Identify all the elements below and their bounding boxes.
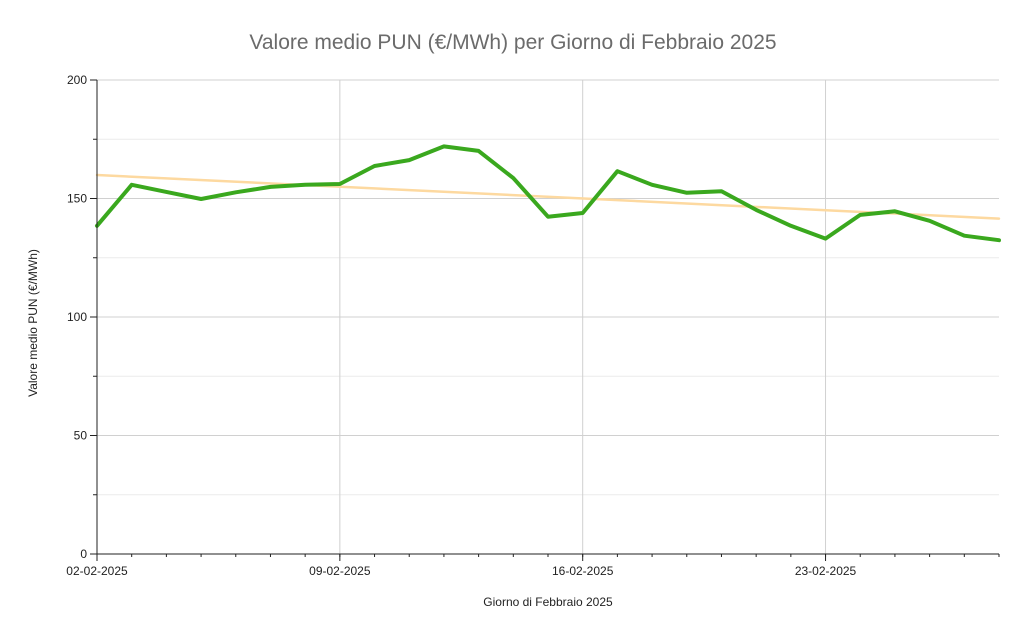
- series-layer: [95, 144, 1001, 243]
- y-tick-label: 0: [80, 547, 87, 561]
- x-axis-label: Giorno di Febbraio 2025: [483, 595, 613, 609]
- grid: [96, 79, 999, 554]
- x-tick-label: 16-02-2025: [552, 564, 614, 578]
- y-tick-label: 150: [67, 192, 87, 206]
- y-tick-label: 200: [67, 73, 87, 87]
- x-tick-label: 02-02-2025: [66, 564, 128, 578]
- x-tick-label: 09-02-2025: [309, 564, 371, 578]
- x-tick-label: 23-02-2025: [795, 564, 857, 578]
- series-line-1: [95, 144, 1001, 243]
- series-line-2: [95, 173, 1001, 220]
- y-tick-label: 50: [74, 429, 88, 443]
- axes: 0 50 100 150 200 02-02-2025 09-02-2025 16-02-20…: [66, 73, 1000, 578]
- chart-title: Valore medio PUN (€/MWh) per Giorno di F…: [249, 31, 776, 54]
- y-tick-label: 100: [67, 310, 87, 324]
- y-axis-label: Valore medio PUN (€/MWh): [26, 249, 40, 397]
